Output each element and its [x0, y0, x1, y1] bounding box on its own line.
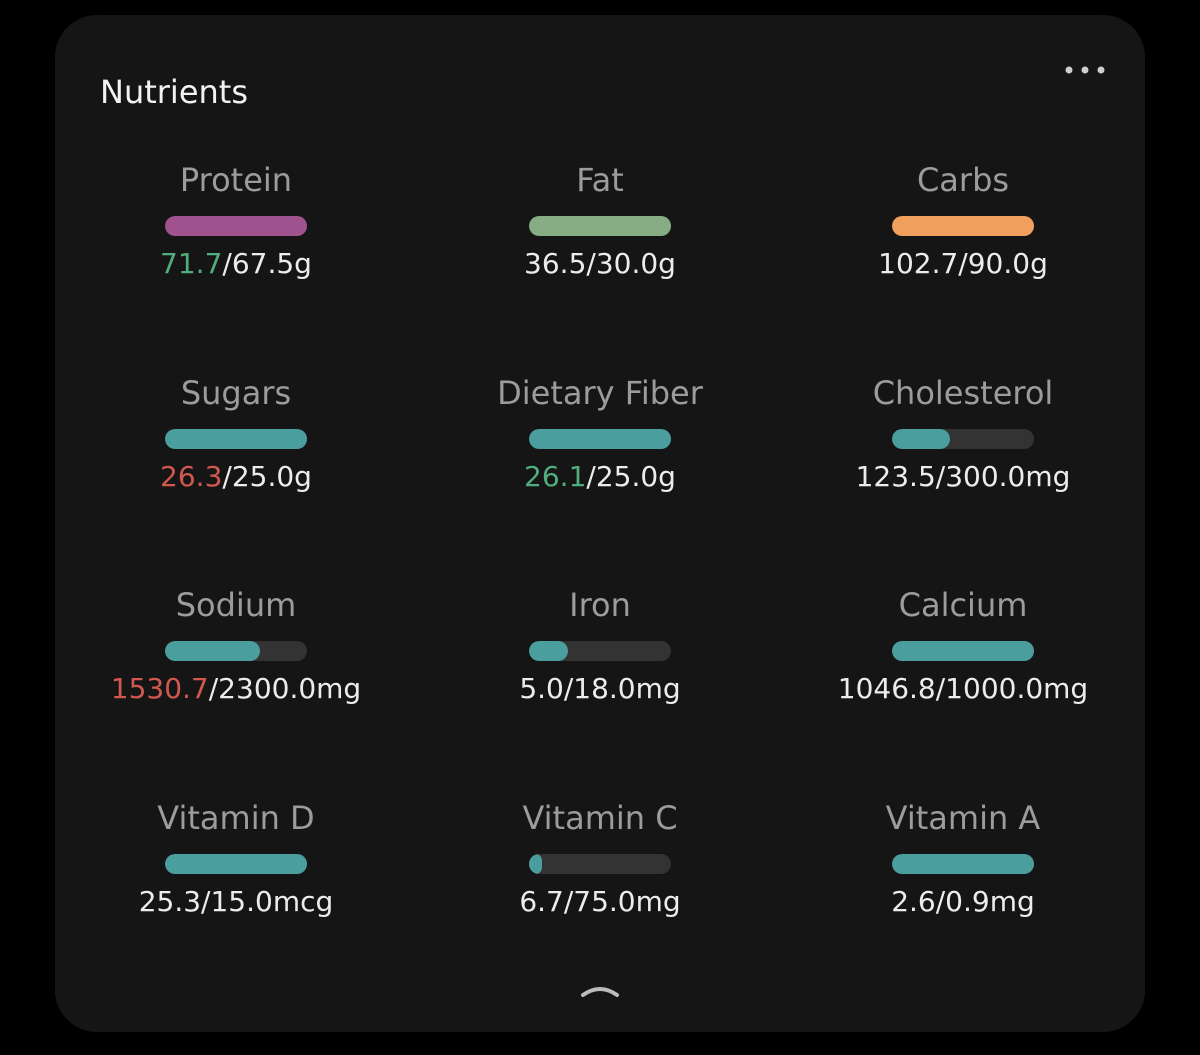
nutrient-label: Calcium	[898, 586, 1028, 624]
goal-amount: /25.0g	[222, 460, 312, 493]
nutrient-label: Sodium	[175, 586, 297, 624]
nutrient-label: Iron	[569, 586, 631, 624]
goal-amount: /67.5g	[222, 247, 312, 280]
nutrient: Vitamin A 2.6/0.9mg	[783, 798, 1143, 922]
progress-track	[529, 854, 671, 874]
progress-fill	[529, 216, 671, 236]
goal-amount: /1000.0mg	[935, 672, 1089, 705]
nutrient-amount: 5.0/18.0mg	[420, 669, 780, 709]
nutrient-label: Sugars	[180, 374, 292, 412]
progress-fill	[165, 216, 307, 236]
nutrient: Fat 36.5/30.0g	[420, 160, 780, 284]
nutrient-amount: 1046.8/1000.0mg	[783, 669, 1143, 709]
consumed-amount: 1530.7	[110, 672, 209, 705]
nutrient-amount: 2.6/0.9mg	[783, 882, 1143, 922]
goal-amount: /18.0mg	[563, 672, 681, 705]
nutrient: Cholesterol 123.5/300.0mg	[783, 373, 1143, 497]
nutrient: Sugars 26.3/25.0g	[56, 373, 416, 497]
nutrient-amount: 26.3/25.0g	[56, 457, 416, 497]
card-title: Nutrients	[100, 73, 248, 111]
more-button[interactable]	[1064, 65, 1108, 75]
progress-fill	[529, 641, 569, 661]
goal-amount: /2300.0mg	[208, 672, 362, 705]
progress-track	[892, 854, 1034, 874]
nutrient: Dietary Fiber 26.1/25.0g	[420, 373, 780, 497]
consumed-amount: 26.3	[160, 460, 223, 493]
consumed-amount: 102.7	[878, 247, 959, 280]
goal-amount: /90.0g	[958, 247, 1048, 280]
nutrient-label: Cholesterol	[872, 374, 1054, 412]
consumed-amount: 5.0	[519, 672, 564, 705]
nutrient-label: Carbs	[916, 161, 1010, 199]
consumed-amount: 71.7	[160, 247, 223, 280]
progress-track	[892, 641, 1034, 661]
consumed-amount: 123.5	[855, 460, 936, 493]
progress-track	[529, 429, 671, 449]
progress-fill	[892, 216, 1034, 236]
consumed-amount: 26.1	[524, 460, 587, 493]
nutrient-amount: 1530.7/2300.0mg	[56, 669, 416, 709]
progress-track	[529, 641, 671, 661]
progress-track	[529, 216, 671, 236]
progress-track	[892, 216, 1034, 236]
progress-track	[165, 429, 307, 449]
progress-fill	[165, 854, 307, 874]
goal-amount: /15.0mcg	[201, 885, 334, 918]
nutrient: Sodium 1530.7/2300.0mg	[56, 585, 416, 709]
nutrient-label: Fat	[576, 161, 624, 199]
progress-fill	[165, 641, 260, 661]
nutrient-amount: 123.5/300.0mg	[783, 457, 1143, 497]
progress-track	[165, 641, 307, 661]
consumed-amount: 1046.8	[837, 672, 936, 705]
goal-amount: /300.0mg	[935, 460, 1071, 493]
goal-amount: /25.0g	[586, 460, 676, 493]
collapse-button[interactable]	[580, 980, 620, 1000]
progress-track	[892, 429, 1034, 449]
progress-fill	[892, 641, 1034, 661]
nutrient: Carbs 102.7/90.0g	[783, 160, 1143, 284]
consumed-amount: 36.5	[524, 247, 587, 280]
nutrient: Vitamin C 6.7/75.0mg	[420, 798, 780, 922]
nutrient: Calcium 1046.8/1000.0mg	[783, 585, 1143, 709]
nutrients-card: Nutrients Protein 71.7/67.5g Fat 36.5/30.0g…	[55, 15, 1145, 1032]
nutrient-amount: 102.7/90.0g	[783, 244, 1143, 284]
progress-track	[165, 854, 307, 874]
nutrient: Vitamin D 25.3/15.0mcg	[56, 798, 416, 922]
progress-fill	[529, 429, 671, 449]
nutrient-amount: 71.7/67.5g	[56, 244, 416, 284]
nutrient-label: Vitamin C	[522, 799, 678, 837]
nutrient-amount: 6.7/75.0mg	[420, 882, 780, 922]
nutrient-label: Dietary Fiber	[497, 374, 703, 412]
goal-amount: /0.9mg	[935, 885, 1035, 918]
nutrient-label: Vitamin D	[157, 799, 315, 837]
consumed-amount: 6.7	[519, 885, 564, 918]
progress-fill	[165, 429, 307, 449]
nutrient-label: Vitamin A	[885, 799, 1041, 837]
nutrient-amount: 36.5/30.0g	[420, 244, 780, 284]
nutrient-label: Protein	[179, 161, 293, 199]
goal-amount: /75.0mg	[563, 885, 681, 918]
nutrient-amount: 25.3/15.0mcg	[56, 882, 416, 922]
goal-amount: /30.0g	[586, 247, 676, 280]
consumed-amount: 2.6	[891, 885, 936, 918]
nutrient: Protein 71.7/67.5g	[56, 160, 416, 284]
consumed-amount: 25.3	[138, 885, 202, 918]
progress-fill	[892, 854, 1034, 874]
nutrient-amount: 26.1/25.0g	[420, 457, 780, 497]
nutrient: Iron 5.0/18.0mg	[420, 585, 780, 709]
progress-fill	[892, 429, 951, 449]
progress-fill	[529, 854, 542, 874]
progress-track	[165, 216, 307, 236]
